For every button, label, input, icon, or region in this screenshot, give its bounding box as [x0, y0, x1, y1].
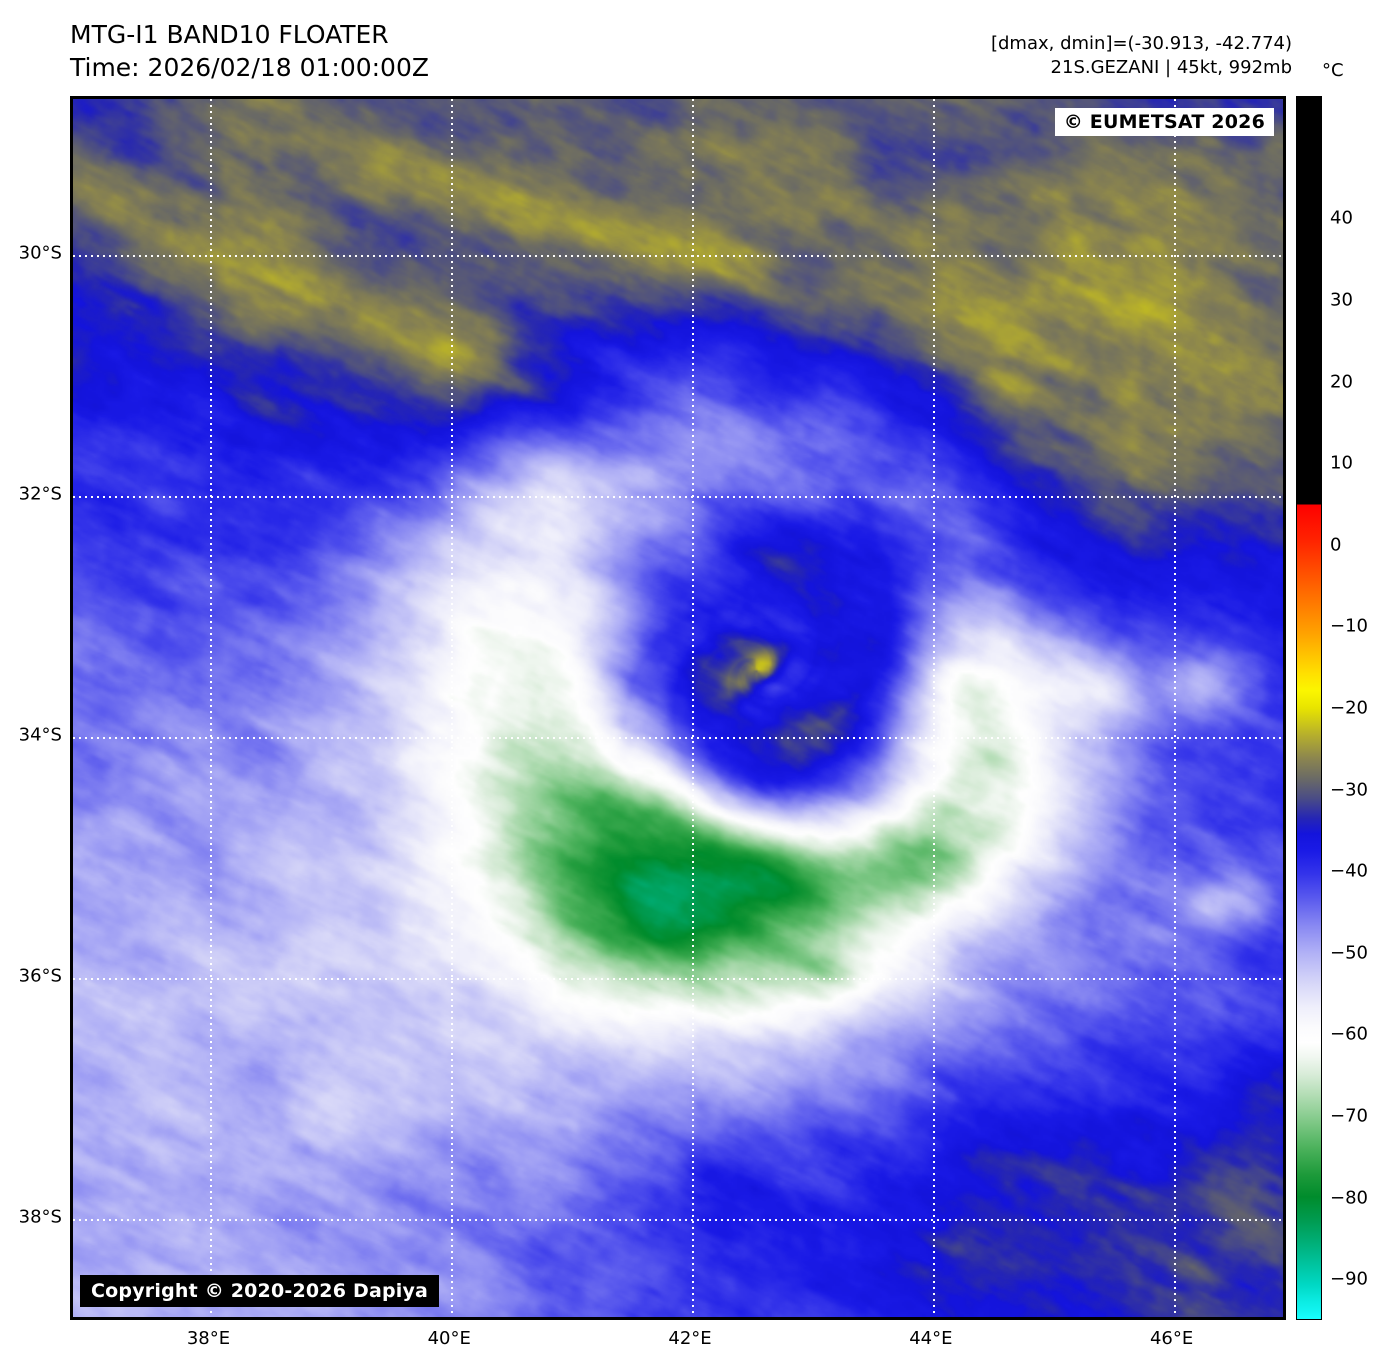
colorbar-tick: −20: [1330, 697, 1368, 719]
lon-tick-label: 46°E: [1149, 1328, 1194, 1349]
lon-tick-label: 42°E: [668, 1328, 712, 1349]
page-title: MTG-I1 BAND10 FLOATER Time: 2026/02/18 0…: [70, 18, 429, 84]
colorbar-tick: −70: [1330, 1105, 1368, 1127]
colorbar-tick: −30: [1330, 779, 1368, 801]
colorbar-tick: −80: [1330, 1187, 1368, 1209]
lon-tick-label: 40°E: [427, 1328, 471, 1349]
lat-tick-label: 38°S: [18, 1206, 62, 1228]
lat-tick-label: 36°S: [18, 965, 62, 987]
metadata-block: [dmax, dmin]=(-30.913, -42.774) 21S.GEZA…: [991, 32, 1292, 80]
colorbar-tick: 10: [1330, 452, 1353, 474]
lon-tick-label: 38°E: [186, 1328, 231, 1349]
satellite-image-plot[interactable]: © EUMETSAT 2026 Copyright © 2020-2026 Da…: [70, 96, 1286, 1320]
eumetsat-copyright-badge: © EUMETSAT 2026: [1054, 108, 1274, 136]
colorbar-tick: −60: [1330, 1023, 1368, 1045]
colorbar-tick: −10: [1330, 615, 1368, 637]
colorbar-tick: −90: [1330, 1268, 1368, 1290]
colorbar-tick: −50: [1330, 942, 1368, 964]
observation-time: Time: 2026/02/18 01:00:00Z: [70, 53, 429, 82]
dapiya-copyright-badge: Copyright © 2020-2026 Dapiya: [80, 1275, 440, 1307]
colorbar-unit-label: °C: [1322, 60, 1344, 81]
lat-tick-label: 30°S: [18, 242, 62, 264]
storm-info-readout: 21S.GEZANI | 45kt, 992mb: [1050, 56, 1292, 78]
colorbar-tick: 20: [1330, 371, 1353, 393]
dmax-dmin-readout: [dmax, dmin]=(-30.913, -42.774): [990, 33, 1292, 54]
temperature-colorbar[interactable]: [1296, 96, 1322, 1320]
infrared-brightness-temperature-raster: [73, 99, 1283, 1317]
lon-tick-label: 44°E: [909, 1328, 953, 1349]
lat-tick-label: 32°S: [18, 483, 62, 505]
colorbar-tick: 30: [1330, 289, 1353, 311]
lat-tick-label: 34°S: [18, 724, 62, 746]
colorbar-tick: 40: [1330, 207, 1353, 229]
colorbar-tick: −40: [1330, 860, 1368, 882]
product-title: MTG-I1 BAND10 FLOATER: [70, 20, 389, 49]
colorbar-tick: 0: [1330, 534, 1342, 556]
